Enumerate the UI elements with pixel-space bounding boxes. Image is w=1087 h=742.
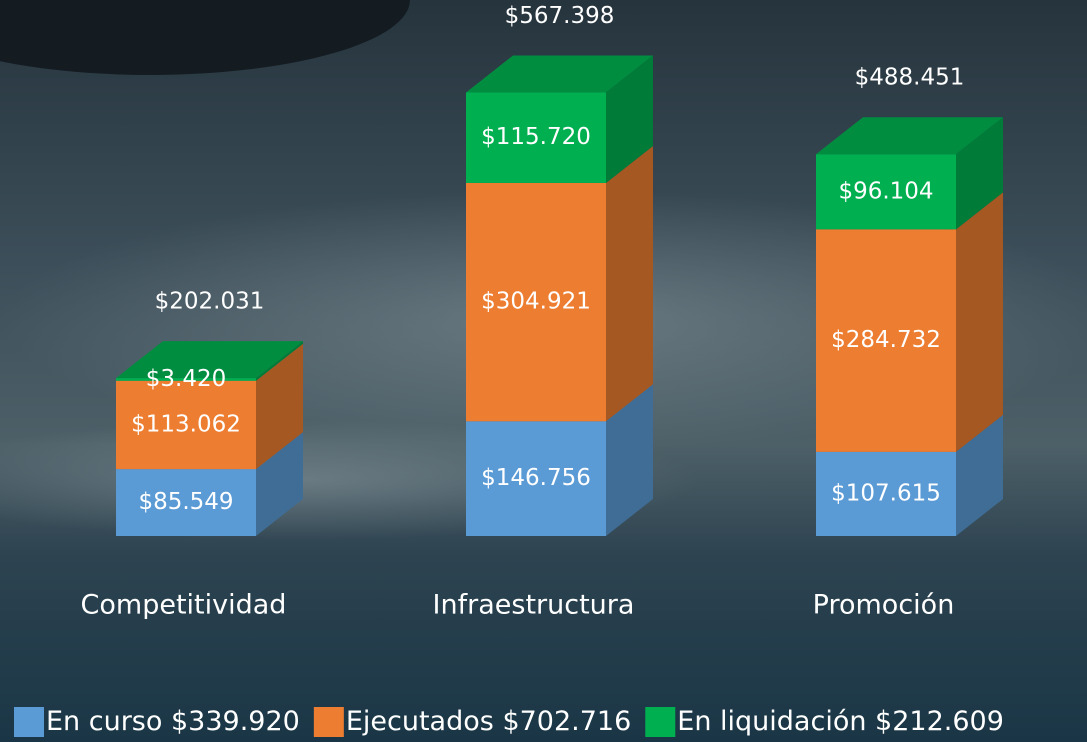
value-label: $284.732 xyxy=(831,327,941,353)
chart: $85.549 $113.062 $3.420 $202.031 Competitivi… xyxy=(0,0,1087,742)
value-label: $146.756 xyxy=(481,465,591,491)
legend-label: En liquidación $212.609 xyxy=(677,706,1004,737)
legend-label: Ejecutados $702.716 xyxy=(346,706,631,737)
legend-name: En liquidación xyxy=(677,706,866,737)
value-label: $304.921 xyxy=(481,289,591,315)
legend-swatch xyxy=(314,707,344,737)
legend: En curso $339.920 Ejecutados $702.716 En l… xyxy=(14,706,1004,738)
value-label: $85.549 xyxy=(138,489,233,515)
value-label: $96.104 xyxy=(838,178,933,204)
bar-side xyxy=(606,146,653,421)
legend-name: Ejecutados xyxy=(346,706,494,737)
legend-swatch xyxy=(645,707,675,737)
legend-total: $212.609 xyxy=(875,706,1004,737)
x-tick-label: Promoción xyxy=(813,590,955,621)
value-label: $3.420 xyxy=(146,366,226,392)
x-tick-label: Infraestructura xyxy=(433,590,635,621)
x-tick-label: Competitividad xyxy=(81,590,287,621)
total-label: $202.031 xyxy=(155,289,265,315)
total-label: $488.451 xyxy=(855,65,965,91)
page: {"chart_data": {"type": "bar", "stacked"… xyxy=(0,0,1087,742)
legend-swatch xyxy=(14,707,44,737)
total-label: $567.398 xyxy=(505,3,615,29)
value-label: $107.615 xyxy=(831,480,941,506)
legend-total: $339.920 xyxy=(171,706,300,737)
legend-name: En curso xyxy=(46,706,162,737)
legend-total: $702.716 xyxy=(502,706,631,737)
value-label: $115.720 xyxy=(481,124,591,150)
legend-label: En curso $339.920 xyxy=(46,706,300,737)
bar-side xyxy=(956,192,1003,452)
value-label: $113.062 xyxy=(131,411,241,437)
